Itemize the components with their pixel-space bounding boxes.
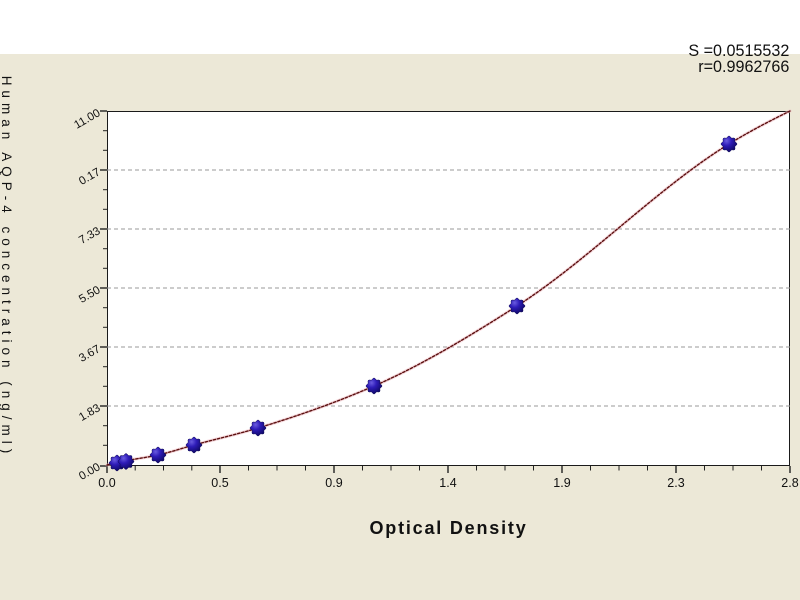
- svg-text:7.33: 7.33: [77, 225, 102, 247]
- svg-text:1.83: 1.83: [77, 402, 102, 424]
- svg-text:2.8: 2.8: [781, 476, 798, 490]
- svg-text:0.5: 0.5: [211, 476, 228, 490]
- svg-text:1.4: 1.4: [439, 476, 456, 490]
- svg-text:11.00: 11.00: [72, 107, 102, 131]
- svg-text:3.67: 3.67: [77, 343, 102, 365]
- svg-text:0.0: 0.0: [98, 476, 115, 490]
- svg-text:2.3: 2.3: [667, 476, 684, 490]
- svg-text:5.50: 5.50: [77, 284, 102, 306]
- svg-text:0.9: 0.9: [325, 476, 342, 490]
- svg-text:1.9: 1.9: [553, 476, 570, 490]
- svg-text:0.17: 0.17: [77, 166, 102, 188]
